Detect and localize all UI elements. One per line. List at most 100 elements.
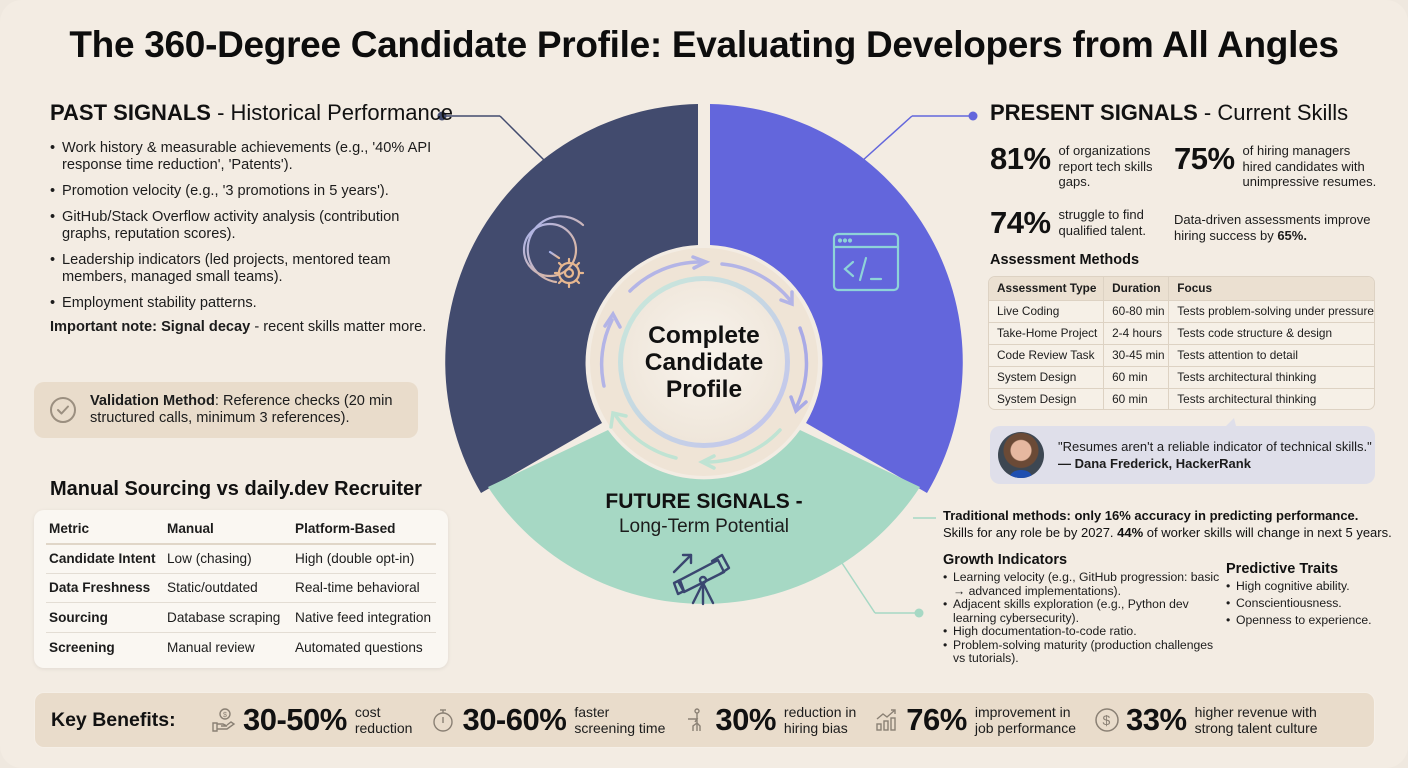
benefit-desc-line: screening time [574,720,666,736]
table-row: System Design 60 min Tests architectural… [989,388,1374,409]
predictive-traits-title: Predictive Traits [1226,561,1339,577]
table-cell: System Design [989,366,1104,389]
stat-text: of hiring managers hired candidates with… [1242,143,1377,189]
table-cell: 60-80 min [1103,300,1169,323]
table-cell: Manual review [167,639,255,655]
table-cell: Tests attention to detail [1168,344,1374,367]
benefit-desc-line: improvement in [974,704,1071,720]
table-row: Data Freshness Static/outdated Real-time… [46,573,436,603]
key-benefits-label: Key Benefits: [51,708,176,731]
benefit-desc-line: reduction [354,720,413,736]
table-cell: High (double opt-in) [292,543,436,574]
list-item: Work history & measurable achievements (… [50,140,440,174]
benefit-desc-line: higher revenue with [1194,704,1317,720]
present-segment [710,104,963,493]
table-row: Live Coding 60-80 min Tests problem-solv… [989,300,1374,323]
growth-list: Learning velocity (e.g., GitHub progress… [943,570,1223,666]
future-segment-label: FUTURE SIGNALS - Long-Term Potential [554,490,854,538]
data-driven-text: Data-driven assessments improve hiring s… [1174,212,1371,243]
growth-indicators-title: Growth Indicators [943,552,1068,568]
past-segment [445,104,698,493]
data-driven-stat: Data-driven assessments improve hiring s… [1174,212,1374,243]
list-item: GitHub/Stack Overflow activity analysis … [50,209,440,243]
table-cell: Code Review Task [989,344,1104,367]
validation-method-callout: Validation Method: Reference checks (20 … [34,382,418,438]
dollar-coin-icon: $ [1095,708,1119,732]
table-header-row: Metric Manual Platform-Based [46,514,436,545]
table-cell: Screening [49,639,115,655]
column-header: Assessment Type [989,277,1104,301]
table-cell: Database scraping [164,602,292,633]
benefit-value: 33% [1126,702,1187,737]
clock-gear-icon [522,215,585,289]
past-heading-bold: PAST SIGNALS [50,100,211,125]
table-cell: Low (chasing) [164,543,292,574]
skills-change-text: of worker skills will change in next 5 y… [1143,525,1392,540]
present-heading-bold: PRESENT SIGNALS [990,100,1198,125]
stat-text: of organizations report tech skills gaps… [1058,143,1153,189]
money-hand-icon: $ [212,708,236,732]
list-item: Openness to experience. [1226,613,1396,628]
table-cell: Native feed integration [292,602,436,633]
quote-text: "Resumes aren't a reliable indicator of … [1058,439,1372,454]
quote-author: — Dana Frederick, HackerRank [1058,456,1251,471]
table-cell: Take-Home Project [989,322,1104,345]
list-item: Problem-solving maturity (production cha… [943,638,1223,666]
avatar [998,432,1044,478]
validation-label: Validation Method [90,393,215,409]
benefit-description: faster screening time [574,704,665,736]
past-bullet-list: Work history & measurable achievements (… [50,140,440,312]
table-cell: Sourcing [46,602,164,633]
table-row: Code Review Task 30-45 min Tests attenti… [989,344,1374,367]
stat-item: 75% of hiring managers hired candidates … [1174,141,1383,190]
benefit-desc-line: faster [574,704,610,720]
quote-body: "Resumes aren't a reliable indicator of … [1058,438,1372,472]
signal-decay-note: Important note: Signal decay - recent sk… [50,319,440,335]
benefit-value: 30-50% [243,702,347,737]
cycle-arrows [599,255,809,470]
stat-item: 74% struggle to find qualified talent. [990,205,1157,240]
table-cell: Live Coding [989,300,1104,323]
table-cell: Tests architectural thinking [1168,366,1374,389]
future-heading: FUTURE SIGNALS - [605,490,803,513]
svg-text:$: $ [1103,712,1111,728]
benefit-value: 30% [715,702,776,737]
check-circle-icon [50,397,76,423]
traditional-methods-stat: Traditional methods: only 16% accuracy i… [943,508,1359,523]
stat-value: 74% [990,205,1051,240]
traits-list: High cognitive ability. Conscientiousnes… [1226,579,1396,628]
center-label-line: Profile [665,376,743,403]
table-row: Take-Home Project 2-4 hours Tests code s… [989,322,1374,345]
data-driven-value: 65%. [1277,227,1307,243]
table-row: Sourcing Database scraping Native feed i… [46,602,436,633]
column-header: Focus [1168,277,1374,301]
past-heading-sub: - Historical Performance [210,100,454,125]
table-row: Candidate Intent Low (chasing) High (dou… [46,543,436,574]
growth-indicators: Growth Indicators Learning velocity (e.g… [943,552,1223,666]
table-cell: Real-time behavioral [292,573,436,603]
benefit-desc-line: strong talent culture [1194,720,1318,736]
stat-item: 81% of organizations report tech skills … [990,143,1161,190]
assessment-methods-title: Assessment Methods [990,252,1140,268]
benefit-desc-line: job performance [974,720,1077,736]
table-header-row: Assessment Type Duration Focus [989,277,1374,301]
comparison-table: Metric Manual Platform-Based Candidate I… [34,510,448,668]
key-benefits-bar: Key Benefits: $ 30-50% cost reduction 30… [34,692,1375,748]
stat-value: 75% [1174,141,1235,176]
center-hub-label: Complete Candidate Profile [604,322,804,403]
column-header: Platform-Based [292,514,436,545]
table-cell: Static/outdated [164,573,292,603]
column-header: Manual [164,514,292,545]
table-cell: Automated questions [295,639,423,655]
benefit-description: cost reduction [355,704,413,736]
future-signals-summary: Traditional methods: only 16% accuracy i… [943,507,1393,541]
future-segment [488,430,920,604]
growth-chart-icon [876,709,896,731]
benefit-item: 30% reduction in hiring bias [683,702,856,738]
comparison-table-title: Manual Sourcing vs daily.dev Recruiter [50,478,422,500]
table-cell: 2-4 hours [1103,322,1169,345]
validation-text: Validation Method: Reference checks (20 … [90,393,418,427]
center-label-line: Candidate [644,349,764,376]
skills-change-text: Skills for any role be by 2027. [943,525,1118,540]
